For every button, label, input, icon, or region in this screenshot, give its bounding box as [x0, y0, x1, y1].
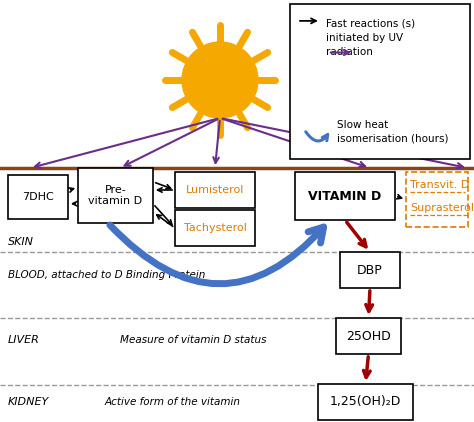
FancyBboxPatch shape [340, 252, 400, 288]
FancyBboxPatch shape [175, 210, 255, 246]
FancyBboxPatch shape [318, 384, 413, 420]
FancyBboxPatch shape [78, 168, 153, 223]
Text: LIVER: LIVER [8, 335, 40, 345]
Text: 7DHC: 7DHC [22, 192, 54, 202]
Text: SKIN: SKIN [8, 237, 34, 247]
Text: BLOOD, attached to D Binding Protein: BLOOD, attached to D Binding Protein [8, 270, 205, 280]
FancyBboxPatch shape [336, 318, 401, 354]
Text: Suprasterols: Suprasterols [410, 203, 474, 213]
Text: Transvit. D: Transvit. D [410, 180, 469, 190]
FancyBboxPatch shape [406, 172, 468, 227]
Ellipse shape [182, 42, 258, 118]
Text: Pre-
vitamin D: Pre- vitamin D [89, 185, 143, 206]
Text: DBP: DBP [357, 263, 383, 276]
Text: Tachysterol: Tachysterol [183, 223, 246, 233]
Text: Measure of vitamin D status: Measure of vitamin D status [120, 335, 266, 345]
FancyBboxPatch shape [8, 175, 68, 219]
Text: VITAMIN D: VITAMIN D [309, 189, 382, 203]
FancyArrowPatch shape [110, 225, 324, 284]
Text: 25OHD: 25OHD [346, 330, 391, 343]
Text: KIDNEY: KIDNEY [8, 397, 49, 407]
FancyBboxPatch shape [175, 172, 255, 208]
Text: Slow heat
isomerisation (hours): Slow heat isomerisation (hours) [337, 119, 449, 143]
Text: Lumisterol: Lumisterol [186, 185, 244, 195]
FancyBboxPatch shape [295, 172, 395, 220]
Text: Fast reactions (s)
initiated by UV
radiation: Fast reactions (s) initiated by UV radia… [326, 19, 415, 57]
FancyArrowPatch shape [306, 132, 328, 141]
Text: Active form of the vitamin: Active form of the vitamin [105, 397, 241, 407]
Text: 1,25(OH)₂D: 1,25(OH)₂D [330, 395, 401, 408]
FancyBboxPatch shape [290, 4, 470, 159]
